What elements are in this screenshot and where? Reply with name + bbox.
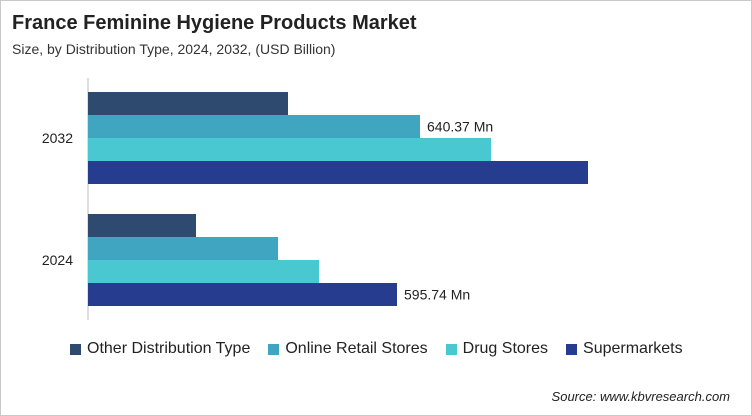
legend-swatch xyxy=(566,343,578,355)
legend-item-online-retail-stores: Online Retail Stores xyxy=(268,340,428,358)
bar-2032-other-distribution-type xyxy=(88,92,288,115)
legend-item-other-distribution-type: Other Distribution Type xyxy=(70,340,250,358)
category-label-2024: 2024 xyxy=(42,252,73,268)
bar-2024-drug-stores xyxy=(88,260,319,283)
chart-subtitle: Size, by Distribution Type, 2024, 2032, … xyxy=(12,41,336,57)
data-label-2032: 640.37 Mn xyxy=(427,119,493,135)
legend-swatch xyxy=(268,343,280,355)
source-note: Source: www.kbvresearch.com xyxy=(551,389,730,404)
bar-2024-supermarkets xyxy=(88,283,397,306)
bar-2032-online-retail-stores xyxy=(88,115,420,138)
category-label-2032: 2032 xyxy=(42,130,73,146)
legend-swatch xyxy=(445,343,457,355)
legend-item-supermarkets: Supermarkets xyxy=(566,340,683,358)
bar-2032-drug-stores xyxy=(88,138,491,161)
legend-label: Other Distribution Type xyxy=(87,340,251,357)
bar-2024-other-distribution-type xyxy=(88,214,196,237)
legend-label: Supermarkets xyxy=(583,340,683,357)
legend-item-drug-stores: Drug Stores xyxy=(445,340,549,358)
legend-swatch xyxy=(70,343,81,355)
legend-label: Online Retail Stores xyxy=(285,340,428,357)
legend-label: Drug Stores xyxy=(462,340,549,357)
chart-legend: Other Distribution Type Online Retail Sto… xyxy=(70,340,701,358)
data-label-2024: 595.74 Mn xyxy=(404,287,470,303)
chart-title: France Feminine Hygiene Products Market xyxy=(12,12,417,34)
bar-2032-supermarkets xyxy=(88,161,588,184)
bar-2024-online-retail-stores xyxy=(88,237,278,260)
